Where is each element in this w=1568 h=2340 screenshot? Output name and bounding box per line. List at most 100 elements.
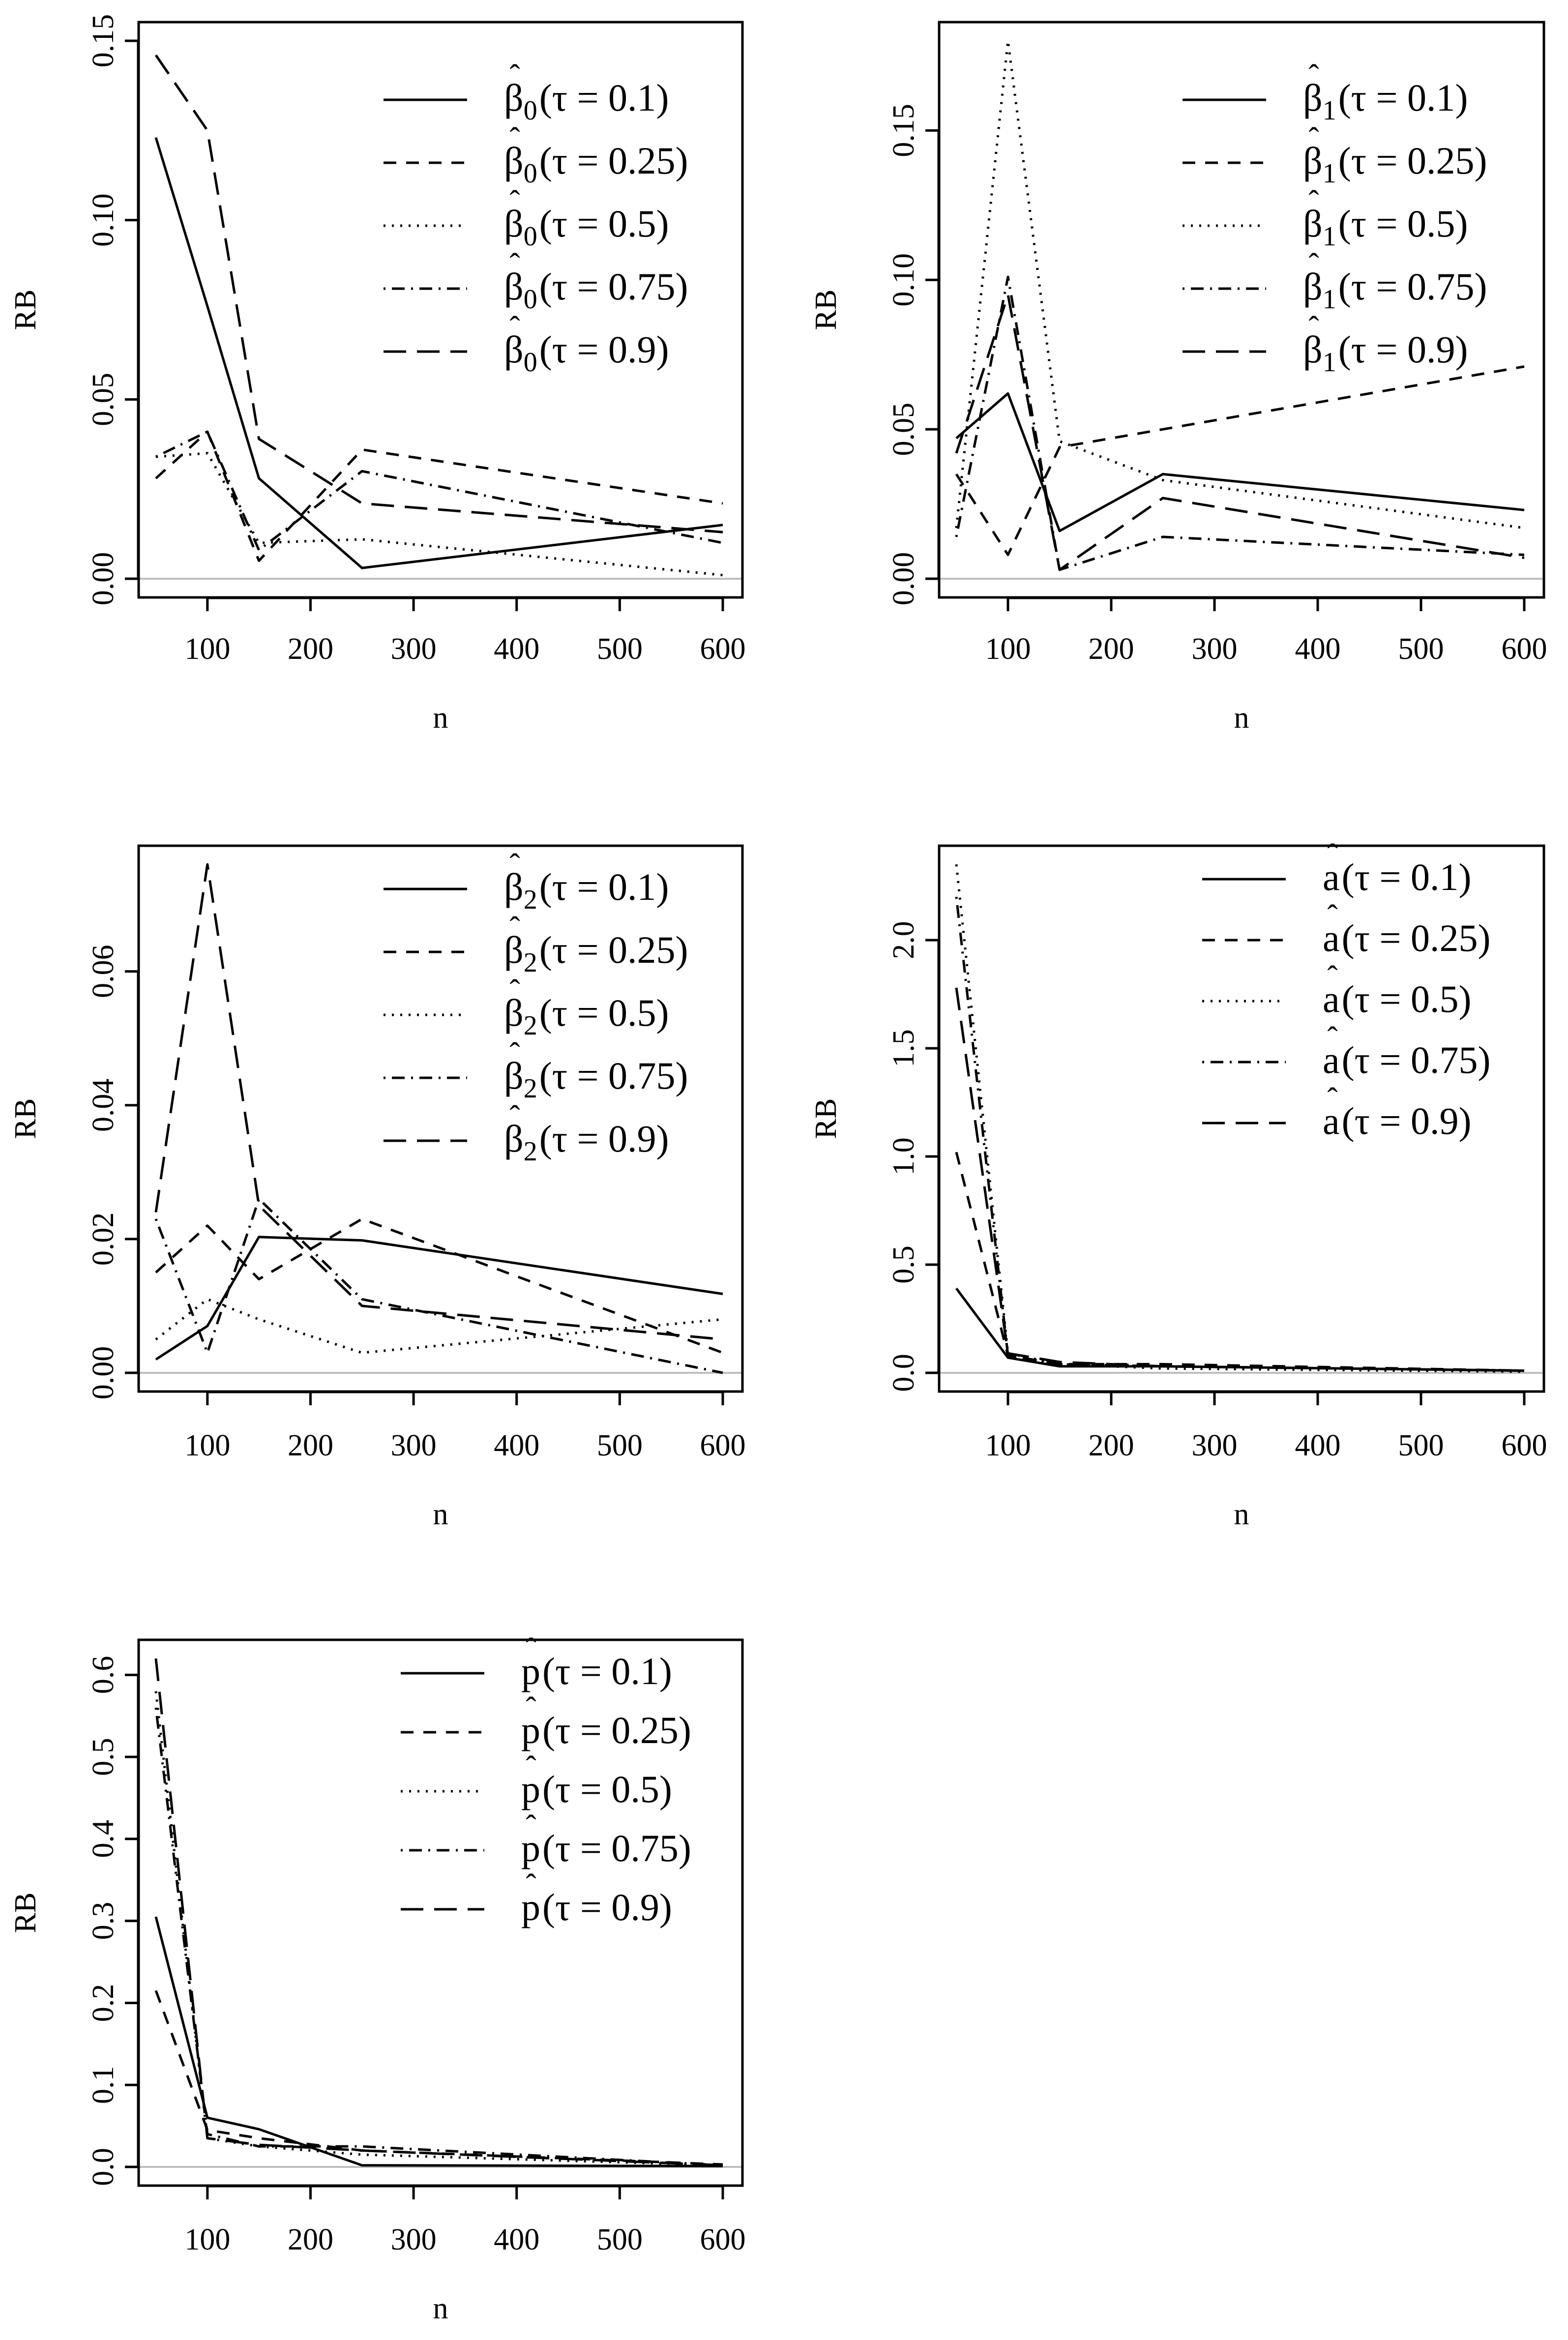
legend-tau: 0.1: [608, 76, 656, 119]
legend-paren-open: (τ =: [542, 1886, 611, 1928]
series-line-longdash: [955, 987, 1525, 1372]
series-line-dotted: [955, 39, 1525, 530]
series-line-dotdash: [155, 430, 723, 552]
y-axis-label: RB: [9, 290, 42, 330]
legend-tau: 0.5: [611, 1768, 659, 1810]
y-tick-label: 0.06: [87, 945, 120, 998]
legend-estimator-symbol: a: [1323, 1038, 1340, 1081]
legend-paren-close: ): [679, 1827, 691, 1869]
legend-subscript: 1: [1323, 95, 1336, 126]
x-tick-label: 300: [1192, 1429, 1238, 1462]
hat-accent: ˆ: [526, 1631, 536, 1666]
legend-paren-close: ): [1458, 1099, 1471, 1142]
legend-tau: 0.75: [608, 1054, 676, 1097]
x-tick-label: 100: [184, 632, 230, 666]
chart-panel-2: 100 200 300 400 500 600n0.000.050.100.15RBβ1(…: [809, 21, 1547, 735]
series-line-dashed: [955, 365, 1525, 556]
legend-paren-close: ): [656, 328, 669, 371]
legend-paren-close: ): [1455, 202, 1468, 245]
legend-subscript: 1: [1323, 221, 1336, 252]
x-tick-label: 500: [597, 2223, 643, 2256]
series-line-longdash: [154, 1658, 723, 2167]
legend-tau: 0.9: [608, 1117, 656, 1160]
x-tick-label: 400: [494, 2223, 539, 2256]
legend-estimator-symbol: β: [504, 265, 524, 308]
series-line-longdash: [154, 863, 723, 1341]
hat-accent: ˆ: [526, 1690, 536, 1725]
legend-paren-open: (τ =: [539, 991, 608, 1034]
y-tick-label: 0.2: [87, 1984, 120, 2022]
legend-tau: 0.25: [611, 1709, 679, 1751]
x-tick-label: 300: [1192, 632, 1238, 666]
y-tick-label: 0.5: [887, 1245, 920, 1284]
hat-accent: ˆ: [1308, 184, 1319, 219]
legend-tau: 0.75: [611, 1827, 679, 1869]
y-tick-label: 0.05: [87, 373, 120, 426]
y-tick-label: 0.00: [87, 552, 120, 606]
chart-panel-1: 100 200 300 400 500 600n0.000.050.100.15RBβ0(…: [9, 14, 746, 735]
legend-paren-close: ): [1475, 265, 1487, 308]
series-line-dotted: [155, 452, 723, 577]
hat-accent: ˆ: [509, 58, 520, 93]
y-tick-label: 0.15: [887, 104, 920, 157]
x-axis-label: n: [433, 2292, 448, 2325]
hat-accent: ˆ: [1327, 837, 1337, 872]
series-line-solid: [955, 392, 1525, 533]
x-tick-label: 400: [494, 632, 539, 666]
legend-paren-open: (τ =: [542, 1768, 611, 1810]
legend-entry: β2(τ = 0.5): [504, 991, 669, 1041]
legend-entry: β0(τ = 0.25): [504, 139, 688, 189]
legend-estimator-symbol: a: [1323, 917, 1340, 959]
legend-entry: a(τ = 0.25): [1323, 917, 1490, 959]
legend-entry: β1(τ = 0.1): [1303, 76, 1468, 126]
legend-tau: 0.5: [1407, 202, 1455, 245]
y-axis-label: RB: [9, 1893, 42, 1933]
legend-tau: 0.25: [608, 139, 676, 182]
legend-tau: 0.9: [1411, 1099, 1459, 1142]
legend-paren-open: (τ =: [1342, 917, 1411, 959]
legend-paren-open: (τ =: [1342, 856, 1411, 898]
hat-accent: ˆ: [1327, 898, 1337, 933]
legend-entry: p(τ = 0.1): [521, 1650, 672, 1692]
hat-accent: ˆ: [509, 910, 520, 945]
legend-estimator-symbol: β: [504, 76, 524, 119]
legend-estimator-symbol: β: [504, 139, 524, 182]
legend-paren-close: ): [676, 928, 688, 971]
x-tick-label: 100: [985, 1429, 1031, 1462]
legend-paren-open: (τ =: [542, 1709, 611, 1751]
y-tick-label: 0.0: [87, 2148, 120, 2186]
legend-entry: β0(τ = 0.9): [504, 328, 669, 378]
x-tick-label: 600: [1502, 1429, 1547, 1462]
legend-paren-close: ): [676, 265, 688, 308]
legend-paren-close: ): [1478, 917, 1490, 959]
series-line-dotdash: [955, 896, 1525, 1372]
legend-entry: p(τ = 0.75): [521, 1827, 691, 1869]
hat-accent: ˆ: [1327, 1081, 1337, 1116]
legend-paren-open: (τ =: [539, 328, 608, 371]
hat-accent: ˆ: [1308, 310, 1319, 345]
legend-entry: β0(τ = 0.5): [504, 202, 669, 252]
legend-estimator-symbol: β: [1303, 202, 1323, 245]
y-tick-label: 0.05: [887, 403, 920, 456]
legend-subscript: 1: [1323, 158, 1336, 189]
legend-tau: 0.1: [611, 1650, 659, 1692]
legend-estimator-symbol: β: [504, 991, 524, 1034]
legend-subscript: 0: [524, 221, 537, 252]
legend-estimator-symbol: a: [1323, 977, 1340, 1020]
series-line-dashed: [955, 1152, 1525, 1372]
legend: a(τ = 0.1)ˆa(τ = 0.25)ˆa(τ = 0.5)ˆa(τ = …: [1202, 837, 1490, 1142]
hat-accent: ˆ: [1308, 121, 1319, 156]
x-tick-label: 300: [391, 2223, 437, 2256]
legend-paren-open: (τ =: [1338, 76, 1407, 119]
legend-tau: 0.1: [608, 865, 656, 908]
legend-estimator-symbol: β: [504, 1117, 524, 1160]
x-tick-label: 600: [700, 632, 746, 666]
x-tick-label: 300: [391, 632, 437, 666]
legend-subscript: 0: [524, 158, 537, 189]
legend-subscript: 2: [524, 948, 537, 978]
series-line-dotdash: [154, 1707, 723, 2167]
legend-tau: 0.5: [1411, 977, 1459, 1020]
legend-estimator-symbol: β: [504, 202, 524, 245]
series-line-dotdash: [154, 1197, 723, 1374]
